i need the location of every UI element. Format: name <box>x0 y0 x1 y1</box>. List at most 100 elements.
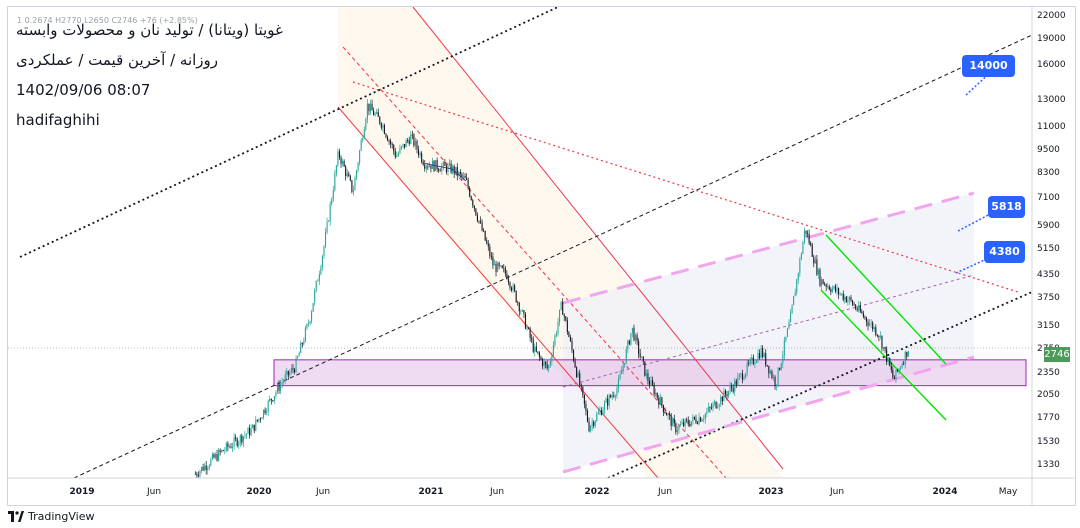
datetime-label: 1402/09/06 08:07 <box>16 81 151 99</box>
candle-body <box>652 380 654 386</box>
candle-body <box>563 314 565 317</box>
candle-body <box>851 300 854 305</box>
green-channel-upper[interactable] <box>825 234 947 365</box>
black-dashed-long-line[interactable] <box>73 34 1032 478</box>
candle-body <box>230 446 232 448</box>
candle-body <box>834 286 837 292</box>
candle-body <box>631 327 633 334</box>
price-chart[interactable]: 22000 19000 16000 13000 11000 9500 8300 7100 590… <box>8 7 1076 506</box>
candle-body <box>385 133 387 137</box>
candle-body <box>300 343 302 353</box>
candle-body <box>901 363 903 368</box>
red-channel-lower[interactable] <box>337 106 659 478</box>
candle-body <box>817 269 819 275</box>
ascending-channel-fill <box>563 193 974 472</box>
candle-body <box>461 173 463 177</box>
candle-body <box>861 311 863 314</box>
candle-body <box>352 190 354 192</box>
black-dotted-trendline-upper[interactable] <box>19 7 559 258</box>
candle-body <box>701 419 703 422</box>
candle-body <box>771 371 773 378</box>
candle-body <box>842 293 844 300</box>
candle-body <box>579 373 581 386</box>
candle-body <box>425 166 427 169</box>
candle-body <box>625 349 627 364</box>
candle-body <box>222 450 224 452</box>
candle-body <box>368 103 370 112</box>
candle-body <box>904 351 906 365</box>
candle-body <box>355 170 358 178</box>
candle-body <box>214 454 217 458</box>
candle-body <box>320 267 322 275</box>
candle-body <box>683 422 685 426</box>
candle-body <box>196 474 198 476</box>
candle-body <box>354 177 356 191</box>
candle-body <box>673 419 675 424</box>
candle-body <box>391 143 393 146</box>
candle-body <box>890 365 892 371</box>
candle-body <box>777 367 779 385</box>
candle-body <box>724 390 726 395</box>
green-channel-lower[interactable] <box>820 289 947 421</box>
candle-body <box>562 301 564 315</box>
candle-body <box>543 361 545 367</box>
red-channel-upper[interactable] <box>412 7 784 470</box>
target-callout-14000[interactable]: 14000 <box>962 55 1015 77</box>
candle-body <box>813 256 815 264</box>
candle-body <box>616 388 618 396</box>
candle-body <box>467 179 469 188</box>
pink-dashed-lower[interactable] <box>562 355 975 474</box>
chart-frame[interactable]: 22000 19000 16000 13000 11000 9500 8300 7100 590… <box>7 6 1076 506</box>
candle-body <box>634 335 637 341</box>
candle-body <box>838 288 840 295</box>
candle-body <box>748 362 750 364</box>
candle-body <box>621 371 623 375</box>
candle-body <box>273 395 275 401</box>
candle-body <box>690 421 692 427</box>
candle-body <box>582 386 584 395</box>
candle-body <box>524 313 527 329</box>
purple-dashed-mid[interactable] <box>562 274 975 388</box>
candle-body <box>552 345 554 356</box>
pink-dashed-upper[interactable] <box>562 191 975 305</box>
candle-body <box>487 243 489 247</box>
candle-body <box>696 422 699 424</box>
red-channel-middle[interactable] <box>342 46 727 478</box>
candle-body <box>727 391 730 396</box>
candle-body <box>695 418 697 423</box>
target-callout-4380[interactable]: 4380 <box>984 241 1025 263</box>
candle-body <box>599 410 601 413</box>
y-tick-label: 1770 <box>1037 413 1060 423</box>
candle-body <box>645 373 647 376</box>
candle-body <box>228 446 230 448</box>
candle-body <box>600 410 602 415</box>
candle-body <box>331 198 333 204</box>
candle-body <box>484 230 486 241</box>
target-callout-5818[interactable]: 5818 <box>988 196 1025 218</box>
candle-body <box>297 356 299 359</box>
candle-body <box>667 413 669 416</box>
candle-body <box>765 353 767 366</box>
candle-body <box>752 357 754 364</box>
candle-body <box>250 428 252 436</box>
candle-body <box>388 140 390 142</box>
candle-body <box>498 262 500 267</box>
candle-body <box>559 309 561 323</box>
candle-body <box>800 253 802 259</box>
candle-body <box>577 373 579 377</box>
candle-body <box>532 339 534 352</box>
red-dotted-trendline[interactable] <box>352 81 1019 293</box>
candle-body <box>469 187 471 197</box>
candle-body <box>648 380 651 385</box>
candle-body <box>456 167 458 176</box>
candle-body <box>841 293 843 295</box>
candle-body <box>383 125 385 134</box>
black-dotted-trendline-lower[interactable] <box>607 291 1032 478</box>
y-tick-label: 5150 <box>1037 244 1060 254</box>
candle-body <box>264 409 266 414</box>
candle-body <box>661 397 663 406</box>
candle-body <box>374 113 376 116</box>
candle-body <box>658 397 660 405</box>
candle-body <box>893 377 895 380</box>
tradingview-brand[interactable]: TradingView <box>8 508 94 524</box>
